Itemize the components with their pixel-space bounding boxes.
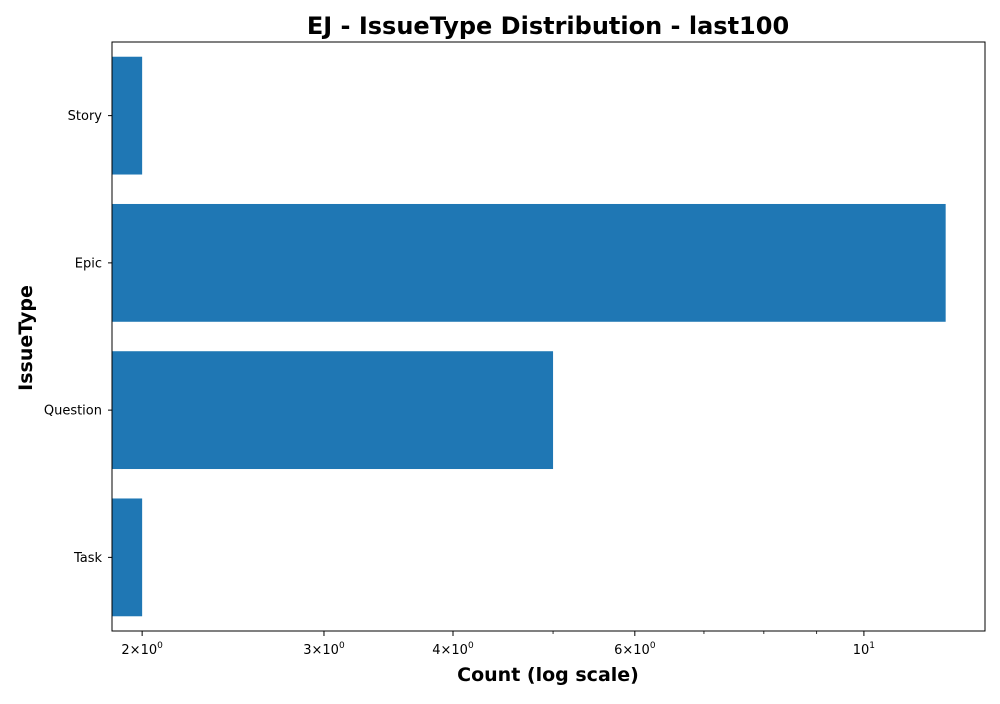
x-axis: 2×100 3×100 4×100 6×100 101	[121, 631, 875, 658]
bar-task	[112, 498, 143, 617]
y-tick-label-question: Question	[44, 404, 102, 419]
y-tick-label-task: Task	[73, 551, 103, 566]
x-tick-label-10: 101	[853, 641, 875, 658]
y-tick-label-story: Story	[68, 109, 103, 124]
bar-epic	[112, 203, 946, 322]
plot-frame	[111, 41, 986, 632]
x-tick-label-3: 3×100	[303, 641, 345, 658]
bar-story	[112, 56, 143, 175]
x-tick-label-2: 2×100	[121, 641, 163, 658]
bar-question	[112, 351, 554, 470]
chart-title: EJ - IssueType Distribution - last100	[307, 12, 789, 40]
bars-layer	[112, 56, 946, 617]
y-tick-label-epic: Epic	[75, 256, 102, 271]
x-tick-label-6: 6×100	[614, 641, 656, 658]
x-axis-title: Count (log scale)	[457, 664, 639, 686]
x-tick-label-4: 4×100	[432, 641, 474, 658]
y-axis: Story Epic Question Task	[44, 109, 112, 566]
y-axis-title: IssueType	[15, 285, 37, 391]
